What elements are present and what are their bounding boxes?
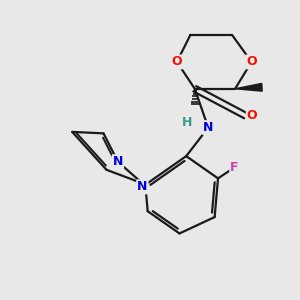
Text: H: H bbox=[182, 116, 192, 129]
Text: O: O bbox=[246, 56, 257, 68]
Text: O: O bbox=[172, 56, 182, 68]
Text: O: O bbox=[247, 109, 257, 122]
Polygon shape bbox=[235, 83, 262, 91]
Text: N: N bbox=[203, 121, 213, 134]
Text: N: N bbox=[137, 180, 148, 193]
Text: N: N bbox=[113, 155, 123, 168]
Text: F: F bbox=[230, 161, 239, 174]
